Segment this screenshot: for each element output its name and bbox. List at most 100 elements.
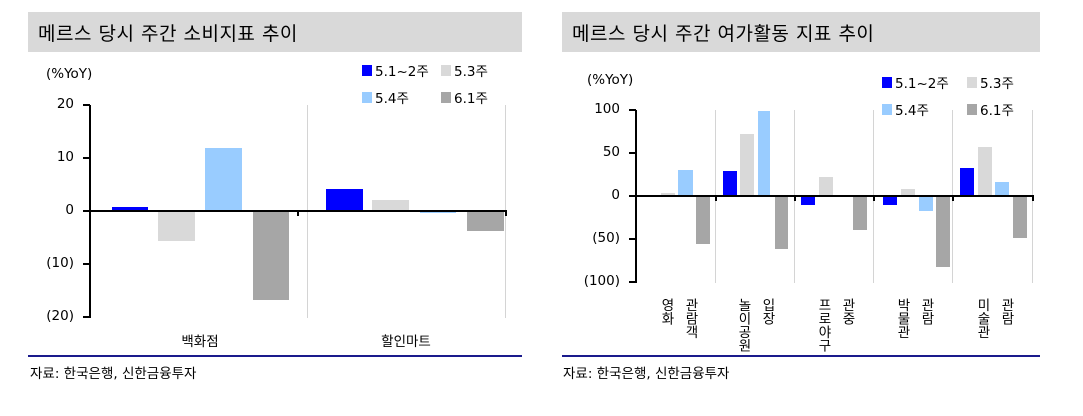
bar-baseball-5.1-2w [801, 197, 815, 205]
right-category-label-line2: 관람 [918, 298, 934, 325]
right-x-tick [1032, 195, 1034, 201]
bar-discount-mart-5.4w [420, 212, 456, 213]
left-category-label: 백화점 [181, 334, 219, 350]
bar-amusement-park-6.1w [775, 197, 788, 249]
right-x-tick [794, 195, 796, 201]
bar-art-gallery-5.3w [978, 147, 992, 196]
right-y-unit-label: (%YoY) [587, 72, 634, 88]
left-category-label: 할인마트 [381, 334, 431, 350]
left-ytick-label: 20 [56, 96, 74, 112]
right-ytick-label: (50) [592, 230, 620, 246]
right-ytick-label: 100 [594, 101, 620, 117]
legend-label: 5.3주 [454, 64, 488, 80]
left-y-unit-label: (%YoY) [46, 66, 93, 82]
left-chart-title: 메르스 당시 주간 소비지표 추이 [38, 23, 298, 45]
legend-label: 5.3주 [980, 76, 1014, 92]
legend-swatch-icon [967, 103, 977, 115]
left-ytick-label: (20) [46, 308, 74, 324]
legend-swatch-icon [362, 91, 372, 103]
bar-dept-store-5.3w [158, 212, 195, 241]
right-category-label-line1: 미술관 [974, 298, 990, 339]
right-y-tick [629, 281, 636, 283]
bar-amusement-park-5.4w [758, 111, 770, 196]
bar-dept-store-6.1w [253, 212, 289, 300]
left-footer-divider [28, 355, 522, 357]
left-y-tick [83, 157, 90, 159]
left-x-tick [297, 210, 299, 216]
right-category-label-line1: 박물관 [894, 298, 910, 339]
legend-label: 5.1~2주 [895, 76, 949, 92]
right-category-label-line2: 관람객 [682, 298, 698, 339]
left-y-tick [83, 263, 90, 265]
bar-discount-mart-5.1-2w [326, 189, 363, 211]
right-ytick-label: (100) [583, 273, 620, 289]
left-y-tick [83, 316, 90, 318]
left-y-tick [83, 210, 90, 212]
right-chart-title-bar: 메르스 당시 주간 여가활동 지표 추이 [562, 12, 1040, 52]
right-ytick-label: 50 [602, 144, 620, 160]
left-legend-item-4: 6.1주 [441, 87, 488, 107]
right-category-label-line1: 영화 [658, 298, 674, 325]
bar-amusement-park-5.3w [740, 134, 754, 196]
bar-baseball-6.1w [853, 197, 867, 230]
right-x-tick [715, 195, 717, 201]
right-category-label-line1: 놀이공원 [735, 298, 751, 352]
legend-swatch-icon [441, 64, 451, 76]
right-chart-panel: 메르스 당시 주간 여가활동 지표 추이 (%YoY) 5.1~2주 5.3주 … [545, 0, 1083, 416]
bar-movie-5.4w [678, 170, 693, 196]
legend-swatch-icon [882, 76, 892, 88]
bar-discount-mart-5.3w [372, 200, 409, 211]
bar-discount-mart-6.1w [467, 212, 504, 231]
legend-label: 6.1주 [454, 91, 488, 107]
left-ytick-label: (10) [46, 255, 74, 271]
bar-art-gallery-6.1w [1013, 197, 1027, 238]
left-chart-title-bar: 메르스 당시 주간 소비지표 추이 [28, 12, 522, 52]
right-category-label-line2: 관람 [998, 298, 1014, 325]
legend-swatch-icon [441, 91, 451, 103]
right-x-tick [873, 195, 875, 201]
right-legend-item-2: 5.3주 [967, 72, 1014, 92]
right-legend-item-4: 6.1주 [967, 99, 1014, 119]
right-category-label-line1: 프로야구 [815, 298, 831, 352]
bar-dept-store-5.4w [205, 148, 242, 211]
bar-art-gallery-5.4w [995, 182, 1009, 196]
right-ytick-label: 0 [611, 187, 620, 203]
bar-museum-5.1-2w [883, 197, 897, 205]
legend-swatch-icon [362, 64, 372, 76]
right-category-label-line2: 관중 [839, 298, 855, 325]
bar-dept-store-5.1-2w [112, 207, 148, 211]
left-legend-item-3: 5.4주 [362, 87, 409, 107]
left-chart-panel: 메르스 당시 주간 소비지표 추이 (%YoY) 5.1~2주 5.3주 5.4… [0, 0, 540, 416]
left-x-tick [505, 210, 507, 216]
bar-baseball-5.3w [819, 177, 833, 196]
right-x-axis [636, 195, 1034, 197]
bar-movie-5.3w [661, 193, 675, 196]
bar-amusement-park-5.1-2w [723, 171, 737, 196]
right-legend-item-3: 5.4주 [882, 99, 929, 119]
right-y-tick [629, 109, 636, 111]
right-source-note: 자료: 한국은행, 신한금융투자 [563, 366, 730, 382]
right-category-label-line2: 입장 [759, 298, 775, 325]
right-legend-item-1: 5.1~2주 [882, 72, 949, 92]
bar-museum-5.4w [919, 197, 933, 211]
bar-art-gallery-5.1-2w [960, 168, 974, 196]
bar-museum-6.1w [936, 197, 950, 267]
legend-swatch-icon [882, 103, 892, 115]
left-ytick-label: 0 [65, 202, 74, 218]
left-source-note: 자료: 한국은행, 신한금융투자 [30, 366, 197, 382]
legend-label: 6.1주 [980, 103, 1014, 119]
left-legend-item-2: 5.3주 [441, 60, 488, 80]
legend-label: 5.4주 [375, 91, 409, 107]
bar-movie-6.1w [696, 197, 710, 244]
right-y-tick [629, 152, 636, 154]
left-y-tick [83, 104, 90, 106]
right-x-tick [952, 195, 954, 201]
right-chart-title: 메르스 당시 주간 여가활동 지표 추이 [572, 23, 875, 45]
right-footer-divider [562, 355, 1040, 357]
right-y-tick [629, 195, 636, 197]
legend-swatch-icon [967, 76, 977, 88]
left-legend-item-1: 5.1~2주 [362, 60, 429, 80]
right-y-tick [629, 238, 636, 240]
left-ytick-label: 10 [56, 149, 74, 165]
legend-label: 5.4주 [895, 103, 929, 119]
